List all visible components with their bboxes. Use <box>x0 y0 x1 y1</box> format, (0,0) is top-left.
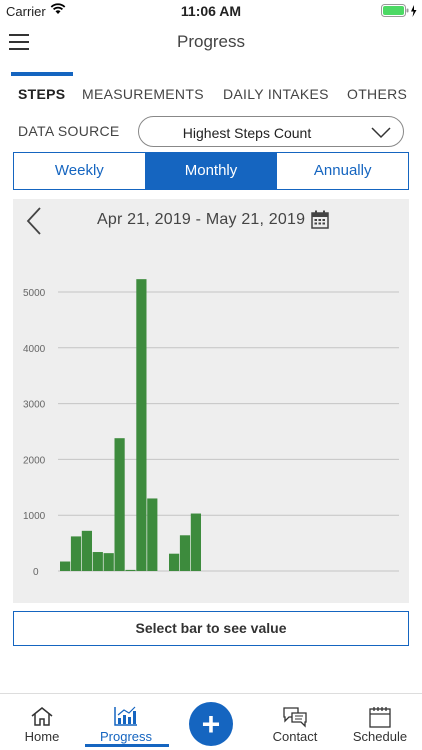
chart-bar[interactable] <box>60 561 71 571</box>
tab-others[interactable]: OTHERS <box>347 86 408 102</box>
home-icon <box>31 707 53 726</box>
add-entry-button[interactable]: + <box>189 702 233 746</box>
date-range-label: Apr 21, 2019 - May 21, 2019 <box>97 211 306 228</box>
period-segmented-control: Weekly Monthly Annually <box>13 152 409 190</box>
plus-icon: + <box>201 706 221 742</box>
wifi-icon <box>50 3 66 14</box>
chart-bar[interactable] <box>136 279 147 571</box>
chat-bubbles-icon <box>283 707 307 728</box>
status-time: 11:06 AM <box>180 3 242 19</box>
tabbar-schedule[interactable]: Schedule <box>338 694 422 750</box>
chart-bar[interactable] <box>81 530 92 571</box>
data-source-label: DATA SOURCE <box>18 123 120 139</box>
tab-measurements[interactable]: MEASUREMENTS <box>82 86 204 102</box>
y-tick-label: 2000 <box>23 455 46 466</box>
period-annually-button[interactable]: Annually <box>276 153 408 189</box>
data-source-select[interactable]: Highest Steps Count <box>138 116 404 147</box>
steps-bar-chart: 0 1000 2000 3000 4000 5000 <box>23 279 399 578</box>
schedule-calendar-icon <box>369 707 391 728</box>
hamburger-menu-icon[interactable] <box>9 34 29 50</box>
progress-chart-icon <box>114 706 137 726</box>
chevron-down-icon <box>371 127 391 139</box>
category-tabs: STEPS MEASUREMENTS DAILY INTAKES OTHERS <box>0 86 422 108</box>
data-source-value: Highest Steps Count <box>182 125 312 141</box>
chart-bar[interactable] <box>114 438 125 571</box>
chart-bar[interactable] <box>190 513 201 571</box>
y-tick-label: 0 <box>33 567 39 578</box>
chart-bar[interactable] <box>179 535 191 571</box>
carrier-label: Carrier <box>6 4 46 19</box>
battery-charging-icon <box>381 4 417 17</box>
active-tab-indicator <box>11 72 73 76</box>
tabbar-progress[interactable]: Progress <box>84 694 168 750</box>
tabbar-home[interactable]: Home <box>0 694 84 750</box>
tabbar-contact-label: Contact <box>272 729 318 744</box>
previous-period-arrow-icon[interactable] <box>26 206 42 236</box>
bottom-tab-bar: Home Progress + Contact <box>0 693 422 750</box>
chart-bar[interactable] <box>125 569 136 571</box>
chart-bar[interactable] <box>70 536 82 571</box>
period-weekly-button[interactable]: Weekly <box>54 162 104 179</box>
chart-bar[interactable] <box>147 498 158 571</box>
calendar-icon[interactable] <box>311 210 329 229</box>
tabbar-contact[interactable]: Contact <box>253 694 337 750</box>
active-tabbar-indicator <box>85 744 169 747</box>
y-tick-label: 1000 <box>23 511 46 522</box>
y-tick-label: 5000 <box>23 288 46 299</box>
chart-bar[interactable] <box>92 552 103 571</box>
tabbar-schedule-label: Schedule <box>352 729 408 744</box>
chart-panel: 0 1000 2000 3000 4000 5000 Apr 21, 2019 - May… <box>13 199 409 603</box>
period-monthly-button[interactable]: Monthly <box>144 153 277 189</box>
chart-bar[interactable] <box>169 553 180 571</box>
selected-bar-value-box: Select bar to see value <box>13 611 409 646</box>
tab-daily-intakes[interactable]: DAILY INTAKES <box>223 86 329 102</box>
y-tick-label: 4000 <box>23 344 46 355</box>
chart-bar[interactable] <box>103 553 114 571</box>
tabbar-home-label: Home <box>24 729 60 744</box>
nav-bar: Progress <box>0 22 422 62</box>
status-bar: Carrier 11:06 AM <box>0 0 422 22</box>
page-title: Progress <box>176 32 246 51</box>
y-tick-label: 3000 <box>23 400 46 411</box>
tab-steps[interactable]: STEPS <box>18 86 66 102</box>
tabbar-progress-label: Progress <box>99 729 153 744</box>
